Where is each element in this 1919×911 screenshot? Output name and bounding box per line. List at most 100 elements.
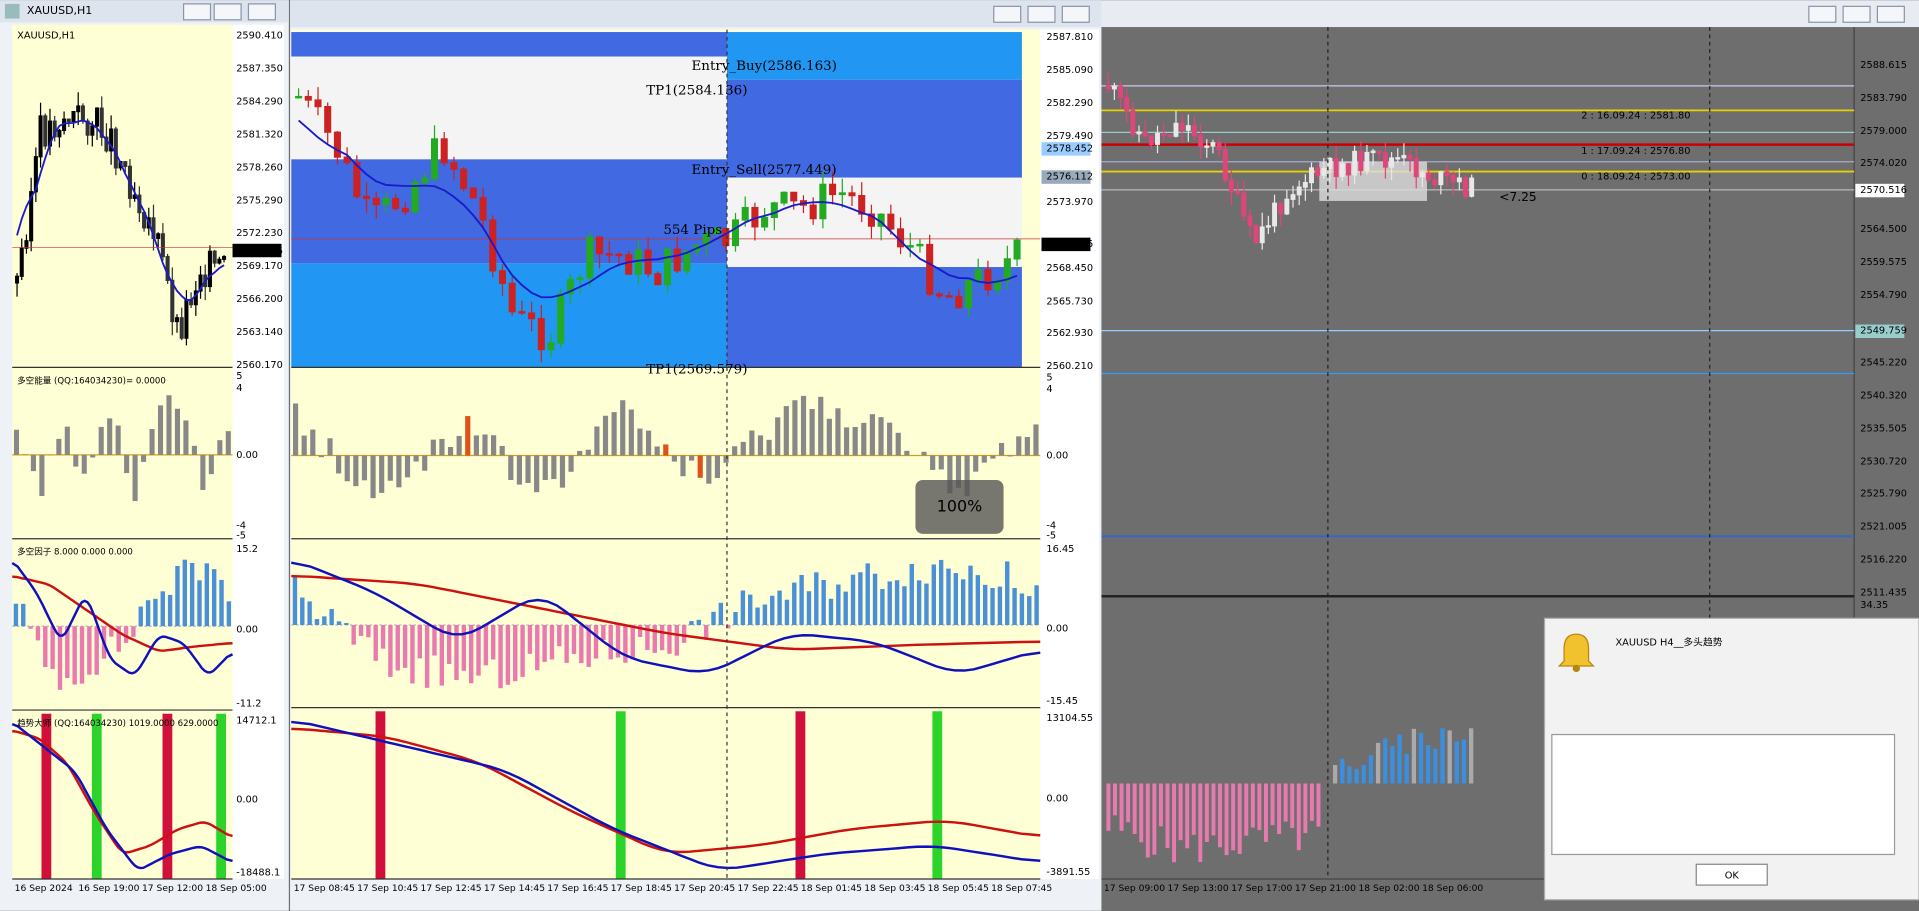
candle [547, 342, 555, 351]
window-button[interactable] [993, 5, 1022, 23]
ok-label[interactable]: OK [1725, 870, 1740, 881]
histogram-bar [620, 400, 626, 456]
histogram-bar [424, 625, 430, 688]
indicator-axis-label: 0.00 [236, 625, 258, 636]
histogram-bar [1237, 783, 1242, 854]
window-button[interactable] [1061, 5, 1090, 23]
histogram-bar [1397, 734, 1402, 784]
candle [1426, 172, 1432, 181]
histogram-bar [200, 454, 206, 490]
signal-stripe [41, 713, 52, 879]
candle [1339, 163, 1345, 178]
histogram-bar [568, 455, 574, 472]
candle [15, 275, 20, 284]
histogram-bar [755, 607, 760, 626]
window-button[interactable] [1808, 5, 1837, 23]
histogram-bar [947, 455, 953, 494]
histogram-bar [652, 625, 657, 653]
candle [644, 249, 652, 275]
candle [1401, 154, 1407, 159]
candle [848, 192, 856, 197]
candle [24, 240, 29, 249]
histogram-bar [516, 455, 523, 485]
candle [1450, 174, 1456, 183]
histogram-bar [351, 625, 356, 645]
candle [1265, 225, 1271, 228]
histogram-bar [909, 564, 914, 626]
histogram-bar [527, 625, 533, 654]
time-label: 17 Sep 12:45 [421, 883, 482, 894]
histogram-bar [696, 619, 702, 626]
candle [179, 317, 184, 339]
candle [1302, 181, 1308, 188]
histogram-bar [559, 455, 566, 488]
candle [1364, 151, 1370, 172]
window-button[interactable] [182, 3, 212, 21]
candle [1333, 157, 1339, 178]
histogram-bar [1383, 738, 1388, 784]
candle [1346, 163, 1351, 176]
histogram-bar [39, 454, 45, 497]
histogram-bar [852, 426, 858, 456]
indicator-axis-label: 0.00 [236, 795, 258, 806]
histogram-bar [858, 572, 863, 626]
window-button[interactable] [1842, 5, 1871, 23]
histogram-bar [869, 414, 875, 456]
histogram-bar [762, 604, 768, 626]
histogram-bar [380, 625, 386, 649]
trade-label: Entry_Buy(2586.163) [691, 59, 837, 74]
histogram-bar [79, 626, 85, 684]
histogram-bar [818, 396, 824, 456]
candle [809, 204, 817, 220]
histogram-bar [1027, 596, 1032, 626]
ok-button[interactable] [1695, 863, 1768, 886]
window-button[interactable] [1027, 5, 1056, 23]
fibo-label: 2 : 16.09.24 : 2581.80 [1581, 110, 1690, 121]
histogram-bar [87, 626, 92, 675]
price-label: 2569.170 [236, 261, 283, 272]
histogram-bar [413, 455, 419, 462]
candle [1407, 154, 1413, 160]
histogram-bar [887, 422, 893, 456]
time-label: 17 Sep 16:45 [547, 883, 608, 894]
fibo-label: 0 : 18.09.24 : 2573.00 [1581, 171, 1690, 182]
candle [1272, 202, 1277, 227]
histogram-bar [630, 625, 635, 660]
histogram-bar [491, 625, 496, 660]
histogram-bar [637, 428, 643, 456]
histogram-bar [645, 625, 650, 651]
candle [1376, 150, 1382, 154]
histogram-bar [1019, 593, 1025, 626]
candle [964, 280, 973, 309]
histogram-bar [586, 625, 591, 667]
histogram-bar [1165, 783, 1170, 849]
candle [712, 228, 720, 235]
histogram-bar [681, 625, 687, 643]
price-label: 2579.000 [1860, 126, 1907, 137]
histogram-bar [1034, 585, 1039, 626]
fibo-label: 1 : 17.09.24 : 2576.80 [1581, 146, 1690, 157]
histogram-bar [115, 425, 121, 455]
histogram-bar [217, 440, 223, 455]
histogram-bar [456, 435, 462, 456]
candle [790, 191, 798, 202]
histogram-bar [585, 449, 591, 456]
histogram-bar [535, 625, 540, 671]
histogram-bar [370, 455, 376, 499]
histogram-bar [1126, 783, 1131, 823]
histogram-bar [1418, 732, 1424, 784]
window-button[interactable] [247, 3, 276, 21]
histogram-bar [1224, 783, 1229, 856]
histogram-bar [990, 455, 996, 459]
histogram-bar [557, 625, 562, 647]
candle [1142, 131, 1148, 137]
histogram-bar [689, 455, 695, 461]
histogram-bar [454, 625, 459, 681]
zone [291, 56, 727, 160]
window-button[interactable] [1876, 5, 1905, 23]
window-button[interactable] [213, 3, 242, 21]
candle [333, 131, 341, 158]
candle [392, 197, 400, 210]
histogram-bar [43, 626, 48, 668]
